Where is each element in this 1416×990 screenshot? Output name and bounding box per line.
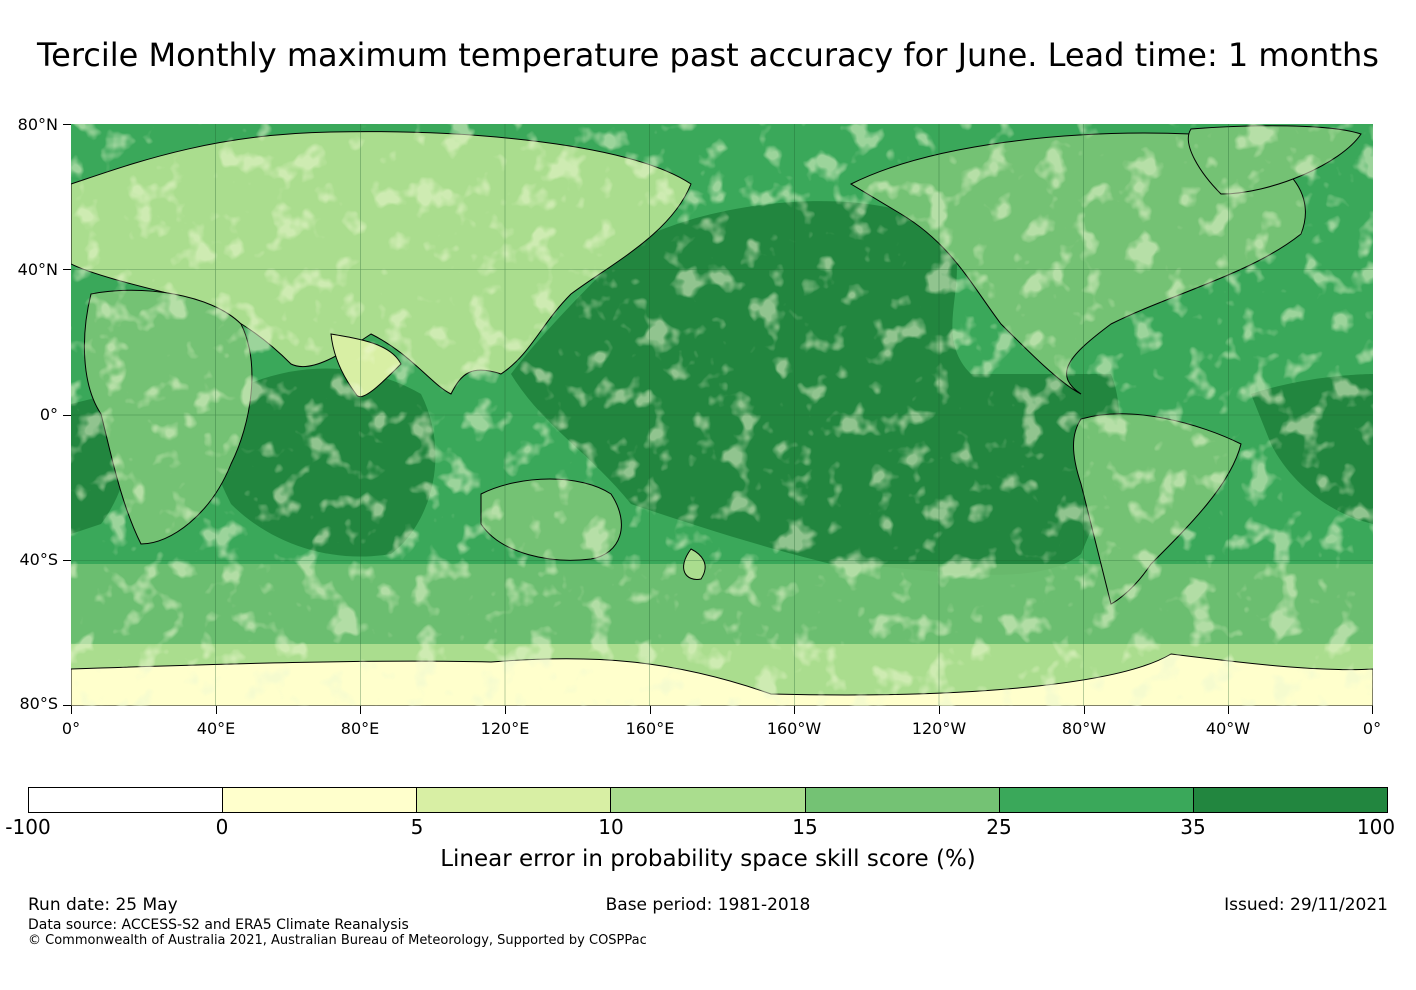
lat-tick (63, 269, 71, 270)
colorbar-tick-label: 35 (1180, 815, 1206, 839)
lon-tick (1372, 706, 1373, 714)
lon-tick (505, 706, 506, 714)
copyright: © Commonwealth of Australia 2021, Austra… (28, 933, 647, 948)
colorbar-tick-label: 15 (792, 815, 818, 839)
colorbar-tick-label: 25 (986, 815, 1012, 839)
chart-title: Tercile Monthly maximum temperature past… (37, 36, 1379, 74)
skill-score-map (71, 124, 1373, 706)
run-date: Run date: 25 May (28, 895, 178, 915)
lon-tick (939, 706, 940, 714)
lat-tick (63, 560, 71, 561)
colorbar-tick-label: 10 (598, 815, 624, 839)
colorbar-segment (417, 788, 612, 812)
colorbar-tick-label: 100 (1356, 815, 1396, 839)
lon-label: 80°E (340, 719, 380, 738)
lon-tick (71, 706, 72, 714)
lon-label: 160°W (766, 719, 822, 738)
lon-label: 120°E (480, 719, 530, 738)
lat-tick (63, 124, 71, 125)
lon-tick (216, 706, 217, 714)
lat-tick (63, 415, 71, 416)
colorbar-label: Linear error in probability space skill … (440, 846, 976, 872)
colorbar-segment (999, 788, 1194, 812)
colorbar-segment (805, 788, 1000, 812)
lon-tick (794, 706, 795, 714)
lon-tick (360, 706, 361, 714)
lat-label: 40°S (19, 550, 58, 569)
colorbar-segment (223, 788, 418, 812)
lon-tick (650, 706, 651, 714)
lat-tick (63, 705, 71, 706)
lat-label: 40°N (17, 260, 58, 279)
lon-label: 160°E (625, 719, 675, 738)
lon-label: 80°W (1061, 719, 1107, 738)
colorbar-tick-label: -100 (5, 815, 51, 839)
issued-date: Issued: 29/11/2021 (1224, 895, 1388, 915)
colorbar-tick-label: 5 (410, 815, 424, 839)
map-canvas (71, 124, 1373, 706)
lon-label: 0° (1362, 719, 1382, 738)
lon-tick (1228, 706, 1229, 714)
gridlines (71, 124, 1373, 706)
colorbar-segment (611, 788, 806, 812)
lat-label: 0° (39, 405, 58, 424)
colorbar-tick-label: 0 (215, 815, 229, 839)
colorbar-segment (29, 788, 224, 812)
lon-tick (1084, 706, 1085, 714)
lat-label: 80°N (17, 115, 58, 134)
lon-label: 40°W (1205, 719, 1251, 738)
lon-label: 0° (61, 719, 81, 738)
data-source: Data source: ACCESS-S2 and ERA5 Climate … (28, 917, 409, 933)
lat-label: 80°S (19, 694, 58, 713)
colorbar (28, 787, 1388, 813)
colorbar-segment (1193, 788, 1387, 812)
lon-label: 120°W (911, 719, 967, 738)
base-period: Base period: 1981-2018 (605, 895, 811, 915)
lon-label: 40°E (196, 719, 236, 738)
